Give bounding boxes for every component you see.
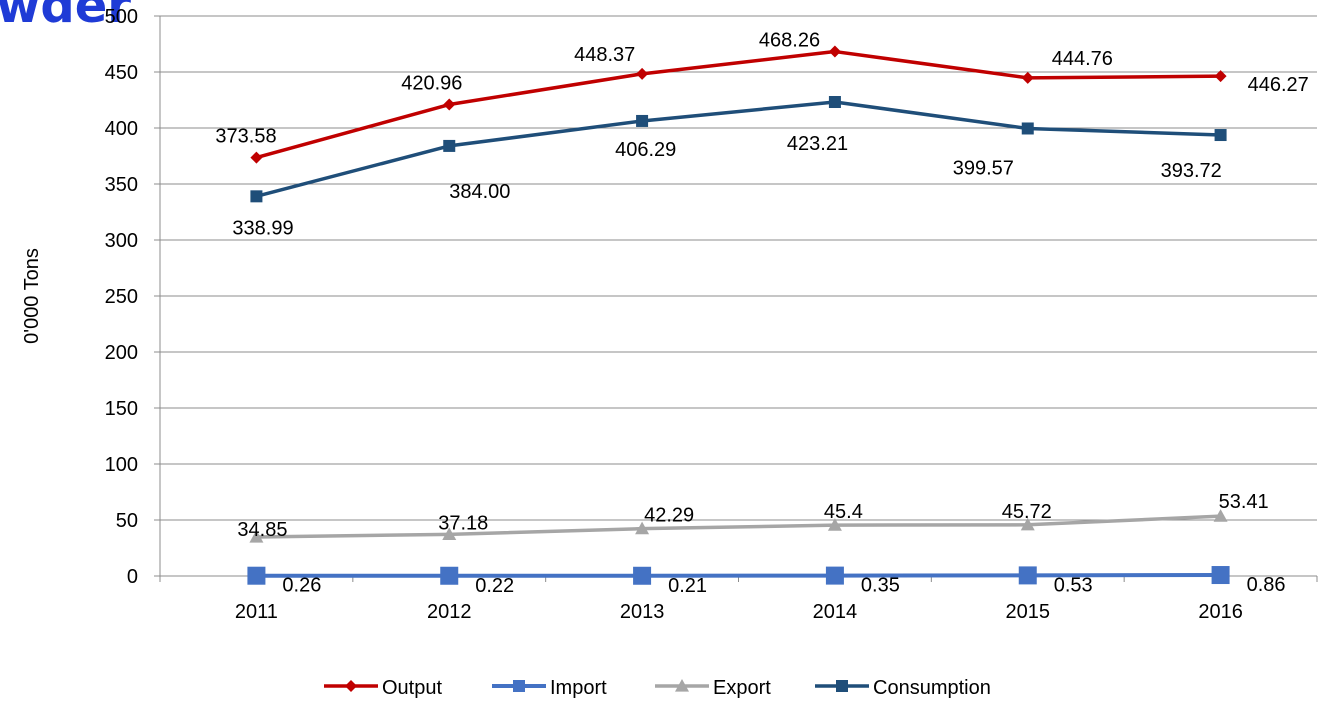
import-data-label: 0.86 <box>1247 574 1286 596</box>
output-data-label: 420.96 <box>401 73 462 95</box>
export-point <box>249 529 264 543</box>
export-point <box>442 527 457 540</box>
consumption-point <box>1021 122 1034 135</box>
export-point <box>1020 517 1035 531</box>
consumption-data-label: 384.00 <box>449 181 510 203</box>
y-tick-label: 500 <box>105 6 138 28</box>
y-tick-label: 0 <box>127 566 138 588</box>
output-series-line <box>255 49 1221 160</box>
import-data-label: 0.53 <box>1054 574 1093 596</box>
import-point <box>1211 566 1230 585</box>
y-tick-label: 300 <box>105 230 138 252</box>
import-point <box>633 566 652 585</box>
export-data-label: 45.72 <box>1002 501 1052 523</box>
legend-export-marker <box>675 679 689 692</box>
output-data-label: 373.58 <box>215 126 276 148</box>
legend-consumption-label: Consumption <box>873 677 991 699</box>
export-data-label: 53.41 <box>1219 491 1269 513</box>
export-point <box>1213 509 1228 522</box>
x-tick-label: 2012 <box>427 601 472 623</box>
y-tick-label: 250 <box>105 286 138 308</box>
consumption-data-label: 338.99 <box>232 217 293 239</box>
export-data-label: 45.4 <box>824 501 863 523</box>
legend-import-marker <box>513 680 525 692</box>
y-tick-label: 150 <box>105 398 138 420</box>
output-point <box>443 98 456 111</box>
import-data-label: 0.35 <box>861 575 900 597</box>
consumption-point <box>828 96 841 109</box>
legend-output-marker <box>345 680 357 692</box>
consumption-series-line <box>255 100 1221 199</box>
legend-import-label: Import <box>550 677 607 699</box>
output-point <box>250 151 263 164</box>
consumption-data-label: 399.57 <box>953 157 1014 179</box>
export-point <box>635 521 650 535</box>
import-point <box>1018 566 1037 585</box>
y-tick-label: 100 <box>105 454 138 476</box>
output-point <box>828 45 841 58</box>
consumption-data-label: 406.29 <box>615 139 676 161</box>
y-tick-label: 450 <box>105 62 138 84</box>
output-data-label: 444.76 <box>1052 48 1113 70</box>
x-tick-label: 2011 <box>235 601 278 623</box>
import-data-label: 0.21 <box>668 575 707 597</box>
consumption-point <box>1214 129 1227 142</box>
legend-consumption-marker <box>836 680 848 692</box>
export-series-line <box>256 514 1221 539</box>
output-point <box>1021 71 1034 84</box>
legend-export-label: Export <box>713 677 771 699</box>
x-tick-label: 2013 <box>620 601 665 623</box>
output-data-label: 446.27 <box>1248 74 1309 96</box>
export-data-label: 42.29 <box>644 505 694 527</box>
x-tick-label: 2015 <box>1006 601 1051 623</box>
y-tick-label: 350 <box>105 174 138 196</box>
import-series-line <box>256 573 1221 578</box>
x-tick-label: 2016 <box>1198 601 1243 623</box>
x-tick-label: 2014 <box>813 601 858 623</box>
import-point <box>825 566 844 585</box>
import-data-label: 0.26 <box>282 575 321 597</box>
output-data-label: 468.26 <box>759 30 820 52</box>
output-data-label: 448.37 <box>574 44 635 66</box>
import-point <box>440 566 459 585</box>
export-data-label: 34.85 <box>237 519 287 541</box>
export-point <box>827 518 842 531</box>
consumption-data-label: 393.72 <box>1161 160 1222 182</box>
output-point <box>636 67 649 80</box>
y-tick-label: 200 <box>105 342 138 364</box>
consumption-point <box>250 190 263 203</box>
import-point <box>247 566 266 585</box>
output-point <box>1214 70 1227 83</box>
consumption-data-label: 423.21 <box>787 133 848 155</box>
y-axis-title: 0'000 Tons <box>21 248 43 344</box>
import-data-label: 0.22 <box>475 575 514 597</box>
y-tick-label: 400 <box>105 118 138 140</box>
consumption-point <box>443 139 456 152</box>
cut-off-title: wder <box>0 0 131 34</box>
consumption-point <box>636 114 649 127</box>
y-tick-label: 50 <box>116 510 138 532</box>
legend-output-label: Output <box>382 677 442 699</box>
export-data-label: 37.18 <box>438 512 488 534</box>
